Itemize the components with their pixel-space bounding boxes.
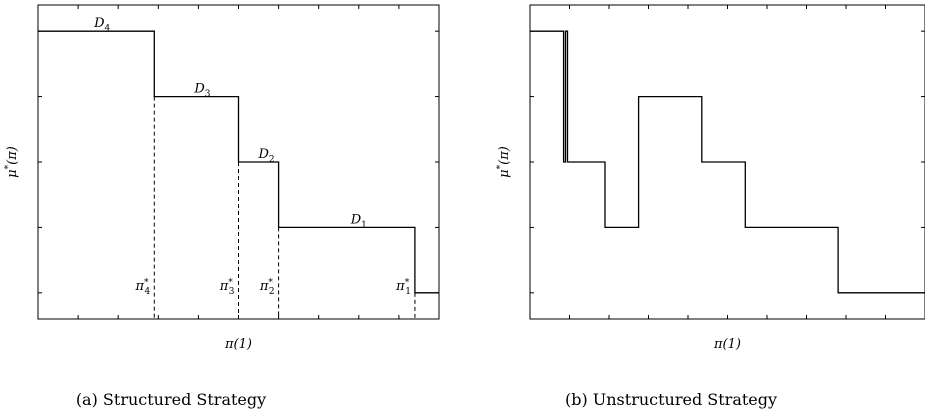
- threshold-label: π* 3: [219, 278, 235, 297]
- threshold-label: π* 4: [135, 278, 151, 297]
- x-axis-title: π(1): [224, 337, 252, 352]
- y-axis-title: μ*(π): [4, 146, 20, 178]
- segment-label: D4: [93, 16, 110, 34]
- threshold-label: π* 2: [259, 278, 275, 297]
- segment-label: D3: [193, 82, 210, 100]
- structured-panel: π* 4 π* 3 π* 2 π* 1 D4 D3 D2 D1 π(1) μ*(π) (a) Structu…: [4, 4, 440, 409]
- unstructured-panel: π(1) μ*(π) (b) Unstructured Strategy: [496, 4, 925, 409]
- panel-caption: (a) Structured Strategy: [76, 390, 266, 409]
- y-axis-title: μ*(π): [496, 146, 512, 178]
- x-axis-title: π(1): [713, 337, 741, 352]
- threshold-label: π* 1: [395, 278, 411, 297]
- panel-caption: (b) Unstructured Strategy: [565, 390, 777, 409]
- segment-label: D1: [350, 212, 367, 230]
- step-series-line: [38, 30, 439, 294]
- step-series-line: [530, 30, 925, 294]
- segment-label: D2: [257, 147, 274, 165]
